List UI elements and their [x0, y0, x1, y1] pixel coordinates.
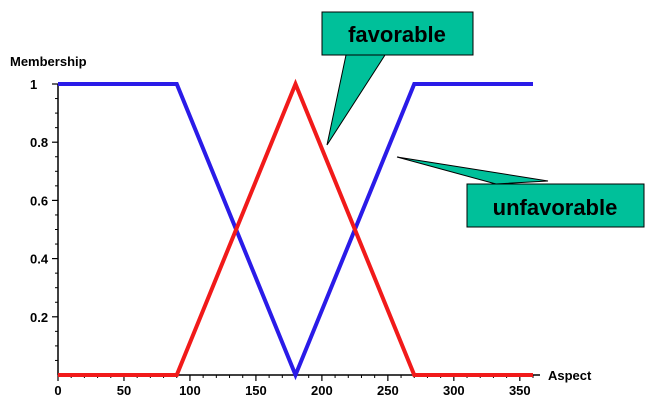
series-line-unfavorable [58, 84, 533, 375]
y-tick-label: 0.6 [30, 193, 48, 208]
series-layer [58, 84, 533, 375]
y-tick-label: 0.4 [30, 252, 49, 267]
x-tick-label: 150 [245, 383, 267, 398]
unfavorable-callout: unfavorable [397, 157, 644, 227]
x-tick-label: 50 [117, 383, 131, 398]
unfavorable-callout-pointer [397, 157, 548, 184]
y-axis-label: Membership [10, 54, 87, 69]
axis-ticks: 0 50 100 150 200 250 300 350 0.2 0.4 0.6 0.8 1 [30, 77, 533, 398]
favorable-callout-pointer [327, 55, 385, 145]
x-tick-label: 350 [509, 383, 531, 398]
series-line-favorable [58, 84, 533, 375]
y-tick-label: 0.2 [30, 310, 48, 325]
y-tick-label: 1 [30, 77, 37, 92]
y-tick-label: 0.8 [30, 135, 48, 150]
x-tick-label: 300 [443, 383, 465, 398]
unfavorable-callout-label: unfavorable [493, 195, 618, 220]
x-tick-label: 100 [179, 383, 201, 398]
x-tick-label: 0 [54, 383, 61, 398]
x-tick-label: 200 [311, 383, 333, 398]
x-axis-label: Aspect [548, 368, 592, 383]
x-tick-label: 250 [377, 383, 399, 398]
favorable-callout-label: favorable [348, 22, 446, 47]
